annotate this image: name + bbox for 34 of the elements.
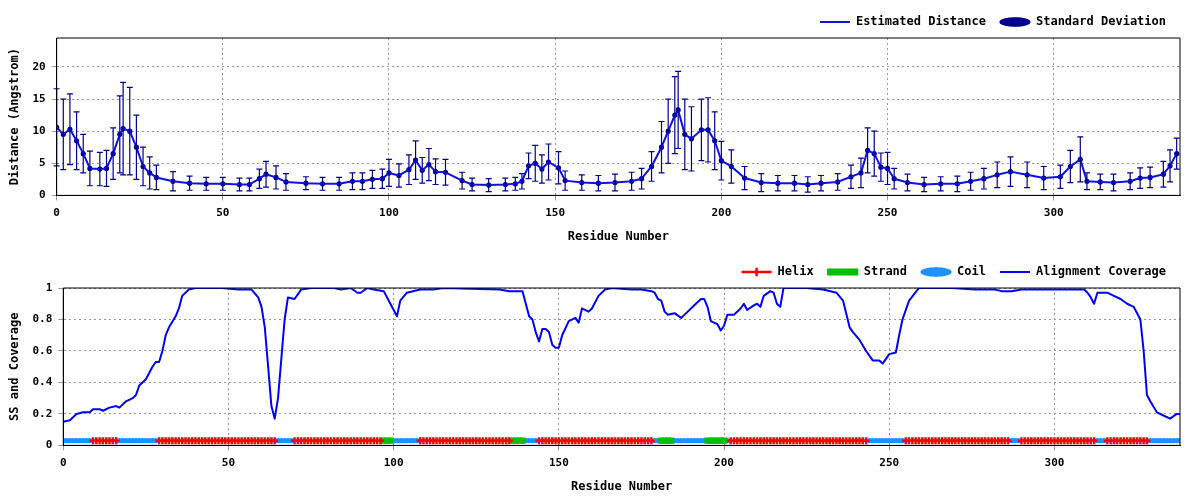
y-tick-label: 10 bbox=[32, 124, 46, 138]
x-tick-label: 300 bbox=[1044, 455, 1065, 469]
y-tick-label: 0.2 bbox=[32, 406, 53, 420]
y-axis-title: Distance (Angstrom) bbox=[7, 48, 22, 186]
y-tick-label: 0.6 bbox=[32, 343, 53, 357]
x-tick-label: 100 bbox=[383, 455, 404, 469]
y-tick-label: 20 bbox=[32, 59, 46, 73]
y-tick-label: 15 bbox=[32, 91, 46, 105]
y-tick-label: 0 bbox=[39, 188, 46, 202]
legend-label: Alignment Coverage bbox=[1035, 264, 1166, 279]
x-tick-label: 50 bbox=[216, 205, 230, 219]
x-axis-title: Residue Number bbox=[571, 478, 673, 493]
x-tick-label: 200 bbox=[714, 455, 734, 469]
x-tick-label: 250 bbox=[877, 205, 898, 219]
legend-label: Coil bbox=[957, 264, 986, 279]
legend-label: Strand bbox=[863, 264, 908, 279]
x-tick-label: 150 bbox=[545, 205, 566, 219]
legend-label: Helix bbox=[777, 264, 814, 279]
y-tick-label: 5 bbox=[39, 156, 46, 170]
y-tick-label: 1 bbox=[45, 280, 53, 294]
x-axis-title: Residue Number bbox=[567, 228, 669, 243]
y-axis-title: SS and Coverage bbox=[7, 312, 22, 421]
y-tick-label: 0.8 bbox=[32, 312, 53, 326]
x-tick-label: 300 bbox=[1043, 205, 1064, 219]
x-tick-label: 250 bbox=[879, 455, 900, 469]
legend-label: Standard Deviation bbox=[1035, 14, 1166, 29]
x-tick-label: 0 bbox=[59, 455, 67, 469]
x-tick-label: 50 bbox=[221, 455, 236, 469]
y-tick-label: 0 bbox=[45, 438, 53, 452]
x-tick-label: 150 bbox=[548, 455, 569, 469]
legend-label: Estimated Distance bbox=[855, 14, 986, 29]
y-tick-label: 0.4 bbox=[32, 375, 53, 389]
x-tick-label: 100 bbox=[379, 205, 399, 219]
x-tick-label: 200 bbox=[711, 205, 732, 219]
